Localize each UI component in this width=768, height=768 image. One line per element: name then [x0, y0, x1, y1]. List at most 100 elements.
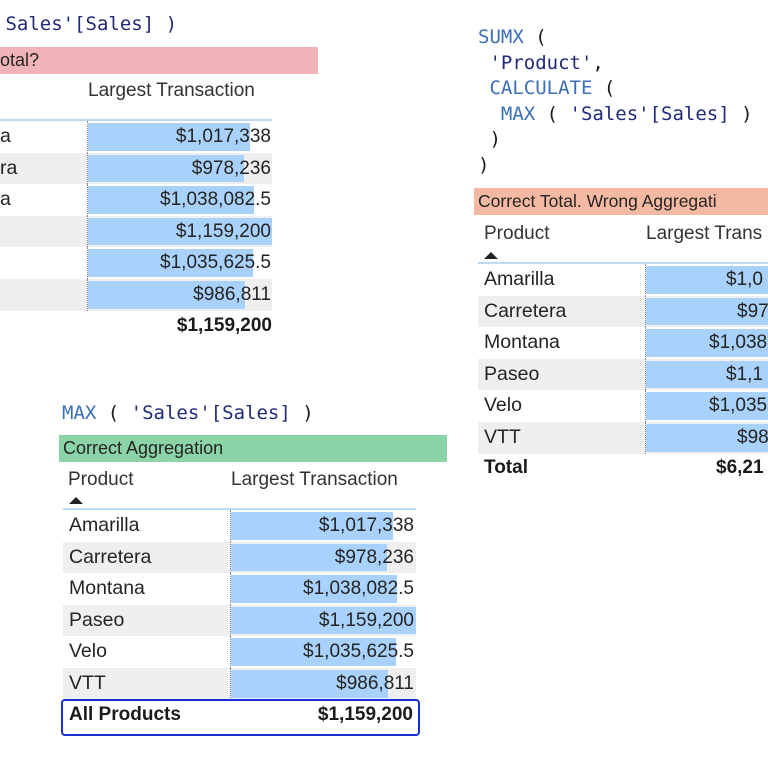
data-bar [88, 123, 251, 151]
table-row[interactable]: $1,035,625.5 [0, 247, 272, 279]
value-cell: $986,811 [87, 279, 272, 311]
table-row[interactable]: Carretera $97 [478, 295, 768, 328]
product-cell: Paseo [63, 604, 230, 637]
value-cell: $98 [645, 422, 768, 454]
table-row[interactable]: $1,159,200 [0, 215, 272, 248]
table-row[interactable]: Paseo $1,159,200 [63, 604, 416, 637]
data-bar [646, 360, 768, 389]
value-text: $986,811 [193, 284, 271, 305]
product-cell: Carretera [63, 541, 230, 574]
visual-title-wrong-total: otal? [0, 47, 318, 74]
value-text: $1,035 [709, 395, 768, 417]
value-cell: $1,159,200 [87, 215, 272, 248]
code-keyword: MAX [478, 102, 536, 125]
product-cell [0, 247, 87, 279]
column-header-largest-transaction[interactable]: Largest Transaction [231, 469, 398, 490]
column-header-product[interactable]: Product [68, 469, 134, 490]
product-cell: a [0, 125, 11, 147]
value-cell: $978,236 [230, 541, 416, 574]
code-text: , [592, 51, 604, 74]
table-row[interactable]: Montana $1,038,082.5 [63, 573, 416, 605]
product-cell [0, 215, 87, 248]
value-cell: $1,017,338 [87, 121, 272, 153]
code-text: ( [96, 402, 131, 424]
total-label: All Products [69, 704, 181, 725]
header-divider [0, 119, 272, 121]
value-cell: $1,159,200 [230, 604, 416, 637]
value-text: $1,035,625.5 [160, 252, 271, 274]
data-bar [231, 543, 388, 572]
product-cell: Amarilla [484, 268, 555, 290]
value-text: $1,017,338 [175, 126, 271, 147]
sort-ascending-icon[interactable] [484, 252, 498, 259]
product-cell: ra [0, 152, 87, 185]
table-row[interactable]: a $1,017,338 [0, 121, 272, 153]
data-bar [231, 512, 394, 540]
value-cell: $1,038,082.5 [87, 184, 272, 216]
product-cell: Velo [69, 640, 107, 663]
data-bar [646, 392, 768, 420]
data-bar [88, 186, 254, 214]
dax-code-sumx: SUMX ( 'Product', CALCULATE ( MAX ( 'Sal… [478, 25, 753, 178]
value-text: $978,236 [334, 546, 414, 568]
value-cell: $1,038,082.5 [230, 573, 416, 605]
table-row[interactable]: Carretera $978,236 [63, 541, 416, 574]
table-row[interactable]: a $1,038,082.5 [0, 184, 272, 216]
value-cell: $986,811 [230, 668, 416, 700]
total-value: $6,21 [716, 457, 764, 478]
dax-code-max: Sales'[Sales] ) [0, 12, 177, 38]
table-row[interactable]: ra $978,236 [0, 152, 272, 185]
header-divider [478, 262, 768, 264]
data-bar [646, 329, 768, 357]
data-bar [231, 606, 416, 635]
product-cell: Montana [69, 577, 145, 600]
table-row[interactable]: VTT $986,811 [63, 668, 416, 700]
value-text: $978,236 [191, 157, 271, 179]
dax-code-max: MAX ( 'Sales'[Sales] ) [62, 401, 314, 427]
code-text: ) [478, 128, 501, 150]
table-row[interactable]: $986,811 [0, 279, 272, 311]
code-keyword: CALCULATE [478, 77, 593, 99]
code-keyword: MAX [62, 402, 97, 424]
column-header-largest-transaction[interactable]: Largest Trans [646, 223, 763, 244]
table-row[interactable]: Amarilla $1,017,338 [63, 510, 416, 542]
code-line: Sales'[Sales] ) [0, 13, 178, 35]
product-cell: Velo [484, 394, 522, 417]
data-bar [88, 154, 245, 183]
value-text: $1,0 [726, 269, 763, 290]
value-cell: $97 [645, 295, 768, 328]
value-text: $1,038,082.5 [303, 578, 414, 600]
table-row[interactable]: Velo $1,035 [478, 390, 768, 422]
value-cell: $1,035 [645, 390, 768, 422]
code-string: 'Sales'[Sales] [569, 102, 730, 125]
data-bar [88, 249, 254, 277]
product-cell: Carretera [478, 295, 645, 328]
sort-ascending-icon[interactable] [69, 497, 83, 504]
column-header-product[interactable]: Product [484, 223, 550, 244]
total-label: Total [484, 457, 528, 478]
table-row[interactable]: Velo $1,035,625.5 [63, 636, 416, 668]
total-row-focus[interactable] [61, 699, 420, 736]
table-row[interactable]: Montana $1,038 [478, 327, 768, 359]
value-text: $97 [737, 300, 768, 322]
table-row[interactable]: Paseo $1,1 [478, 358, 768, 391]
product-cell: a [0, 188, 11, 211]
code-string: 'Sales'[Sales] [130, 402, 291, 424]
code-string: 'Product' [478, 51, 593, 74]
code-text: ) [290, 402, 314, 424]
value-cell: $1,017,338 [230, 510, 416, 542]
table-row[interactable]: VTT $98 [478, 422, 768, 454]
total-value: $1,159,200 [317, 704, 413, 725]
value-cell: $1,035,625.5 [230, 636, 416, 668]
data-bar [88, 217, 272, 246]
visual-title-correct-total-wrong-aggregation: Correct Total. Wrong Aggregati [474, 188, 768, 215]
table-row[interactable]: Amarilla $1,0 [478, 264, 768, 296]
value-cell: $1,0 [645, 264, 768, 296]
code-text: ( [535, 102, 570, 125]
value-text: $1,017,338 [318, 515, 414, 536]
product-cell: VTT [63, 668, 230, 700]
column-header-largest-transaction[interactable]: Largest Transaction [88, 80, 255, 101]
product-cell [0, 279, 87, 311]
value-text: $1,038,082.5 [160, 189, 271, 211]
code-text: ) [729, 102, 753, 125]
